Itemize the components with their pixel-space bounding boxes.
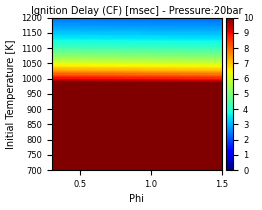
X-axis label: Phi: Phi <box>129 194 144 205</box>
Y-axis label: Initial Temperature [K]: Initial Temperature [K] <box>6 39 15 149</box>
Title: Ignition Delay (CF) [msec] - Pressure:20bar: Ignition Delay (CF) [msec] - Pressure:20… <box>31 5 243 16</box>
